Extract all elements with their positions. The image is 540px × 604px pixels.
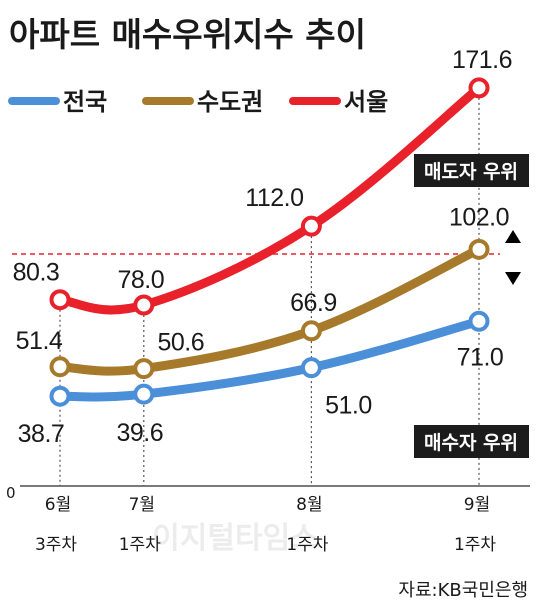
data-label-0-1: 78.0 [117, 266, 164, 294]
y-zero-label: 0 [6, 484, 16, 502]
chart-title: 아파트 매수우위지수 추이 [9, 15, 366, 54]
data-point-0-3 [468, 77, 490, 99]
data-point-1-2 [300, 320, 322, 342]
legend-label-2: 서울 [344, 88, 388, 116]
series-line-2 [55, 316, 484, 402]
data-label-0-2: 112.0 [245, 184, 303, 212]
series-line-1 [55, 244, 484, 376]
x-tick-month-2: 8월 [296, 495, 322, 515]
data-label-2-2: 51.0 [325, 392, 372, 420]
legend-label-1: 수도권 [197, 88, 263, 116]
x-tick-month-1: 7월 [129, 495, 155, 515]
data-label-1-1: 50.6 [157, 329, 204, 357]
data-label-2-0: 38.7 [18, 420, 65, 448]
data-label-2-1: 39.6 [116, 419, 163, 447]
data-point-2-2 [300, 357, 322, 379]
arrow-up-icon [505, 230, 521, 243]
data-label-0-3: 171.6 [452, 46, 512, 74]
badge-seller-label: 매도자 우위 [424, 161, 518, 183]
data-point-0-1 [133, 294, 155, 316]
data-label-0-0: 80.3 [13, 259, 60, 287]
data-label-1-2: 66.9 [290, 289, 337, 317]
data-point-1-1 [133, 358, 155, 380]
data-point-0-2 [300, 215, 322, 237]
x-tick-week-2: 1주차 [286, 535, 328, 555]
source-label: 자료:KB국민은행 [398, 580, 528, 601]
series-line-0 [55, 83, 484, 315]
data-point-2-0 [49, 385, 71, 407]
x-tick-week-0: 3주차 [35, 535, 77, 555]
legend-label-0: 전국 [63, 88, 107, 116]
badge-buyer-label: 매수자 우위 [424, 432, 518, 454]
x-tick-week-3: 1주차 [454, 535, 496, 555]
x-tick-week-1: 1주차 [119, 535, 161, 555]
watermark-text: 이지털타임스 [152, 521, 318, 556]
data-point-1-3 [468, 238, 490, 260]
badge-seller-bg [414, 154, 529, 187]
x-tick-month-3: 9월 [464, 495, 490, 515]
badge-buyer-bg [414, 425, 529, 458]
arrow-down-icon [505, 272, 521, 285]
data-point-2-1 [133, 383, 155, 405]
data-point-2-3 [468, 310, 490, 332]
data-point-0-0 [49, 289, 71, 311]
x-tick-month-0: 6월 [45, 495, 71, 515]
data-label-1-3: 102.0 [449, 203, 509, 231]
data-point-1-0 [49, 356, 71, 378]
data-label-2-3: 71.0 [457, 343, 504, 371]
data-label-1-0: 51.4 [16, 327, 63, 355]
